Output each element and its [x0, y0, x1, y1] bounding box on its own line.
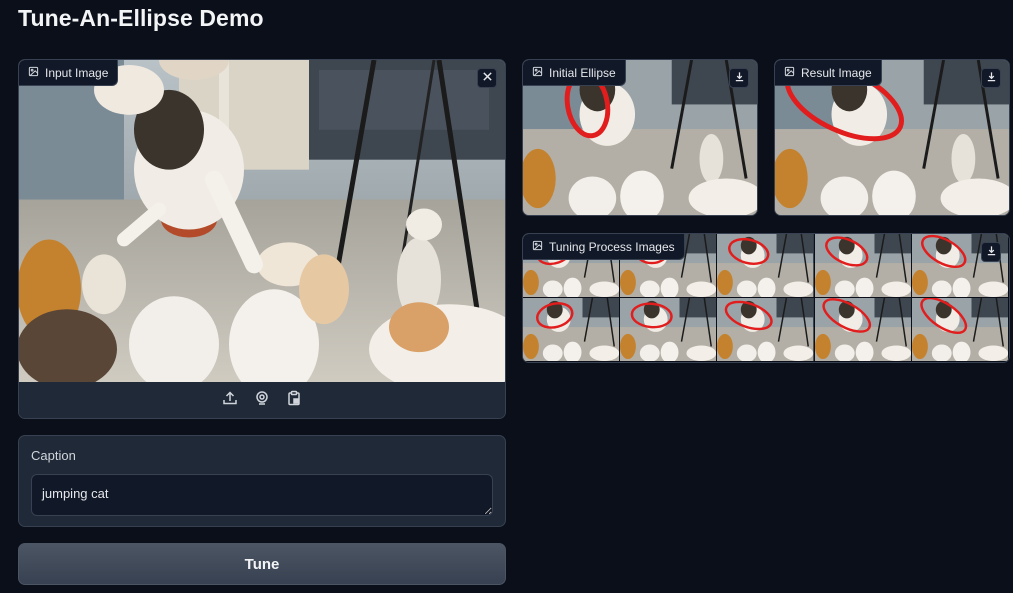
- close-icon: [482, 69, 493, 87]
- initial-ellipse-label: Initial Ellipse: [523, 60, 626, 86]
- upload-icon: [222, 390, 238, 411]
- initial-ellipse-panel: Initial Ellipse: [522, 59, 758, 216]
- webcam-icon: [254, 390, 270, 411]
- input-image-label-text: Input Image: [45, 65, 109, 80]
- tune-button[interactable]: Tune: [18, 543, 506, 585]
- image-icon: [28, 66, 39, 80]
- download-initial-button[interactable]: [729, 68, 749, 88]
- image-source-bar: [19, 382, 505, 418]
- gallery-thumbnail[interactable]: [717, 234, 815, 298]
- result-image-label-text: Result Image: [801, 65, 872, 80]
- gallery-thumbnail[interactable]: [814, 298, 912, 362]
- image-icon: [784, 66, 795, 80]
- download-icon: [734, 69, 745, 87]
- webcam-button[interactable]: [252, 390, 272, 410]
- upload-button[interactable]: [220, 390, 240, 410]
- result-image: [775, 60, 1009, 215]
- clear-image-button[interactable]: [477, 68, 497, 88]
- result-image-panel: Result Image: [774, 59, 1010, 216]
- image-icon: [532, 240, 543, 254]
- gallery-thumbnail[interactable]: [620, 298, 718, 362]
- tuning-gallery-label-text: Tuning Process Images: [549, 239, 675, 254]
- download-icon: [986, 243, 997, 261]
- clipboard-icon: [286, 390, 302, 411]
- download-result-button[interactable]: [981, 68, 1001, 88]
- gallery-thumbnail[interactable]: [911, 298, 1009, 362]
- input-image-label: Input Image: [19, 60, 119, 86]
- gallery-thumbnail[interactable]: [814, 234, 912, 298]
- tuning-gallery-label: Tuning Process Images: [523, 234, 685, 260]
- image-icon: [532, 66, 543, 80]
- download-gallery-button[interactable]: [981, 242, 1001, 262]
- caption-input[interactable]: jumping cat: [31, 474, 493, 516]
- input-image-canvas[interactable]: [19, 60, 505, 382]
- app-title: Tune-An-Ellipse Demo: [18, 5, 264, 31]
- download-icon: [986, 69, 997, 87]
- caption-label: Caption: [31, 448, 76, 463]
- tuning-process-gallery: Tuning Process Images: [522, 233, 1010, 363]
- input-image-panel[interactable]: Input Image: [18, 59, 506, 419]
- initial-ellipse-label-text: Initial Ellipse: [549, 65, 616, 80]
- result-image-label: Result Image: [775, 60, 882, 86]
- gallery-thumbnail[interactable]: [717, 298, 815, 362]
- gallery-thumbnail[interactable]: [523, 298, 621, 362]
- caption-panel: Caption jumping cat: [18, 435, 506, 527]
- clipboard-button[interactable]: [284, 390, 304, 410]
